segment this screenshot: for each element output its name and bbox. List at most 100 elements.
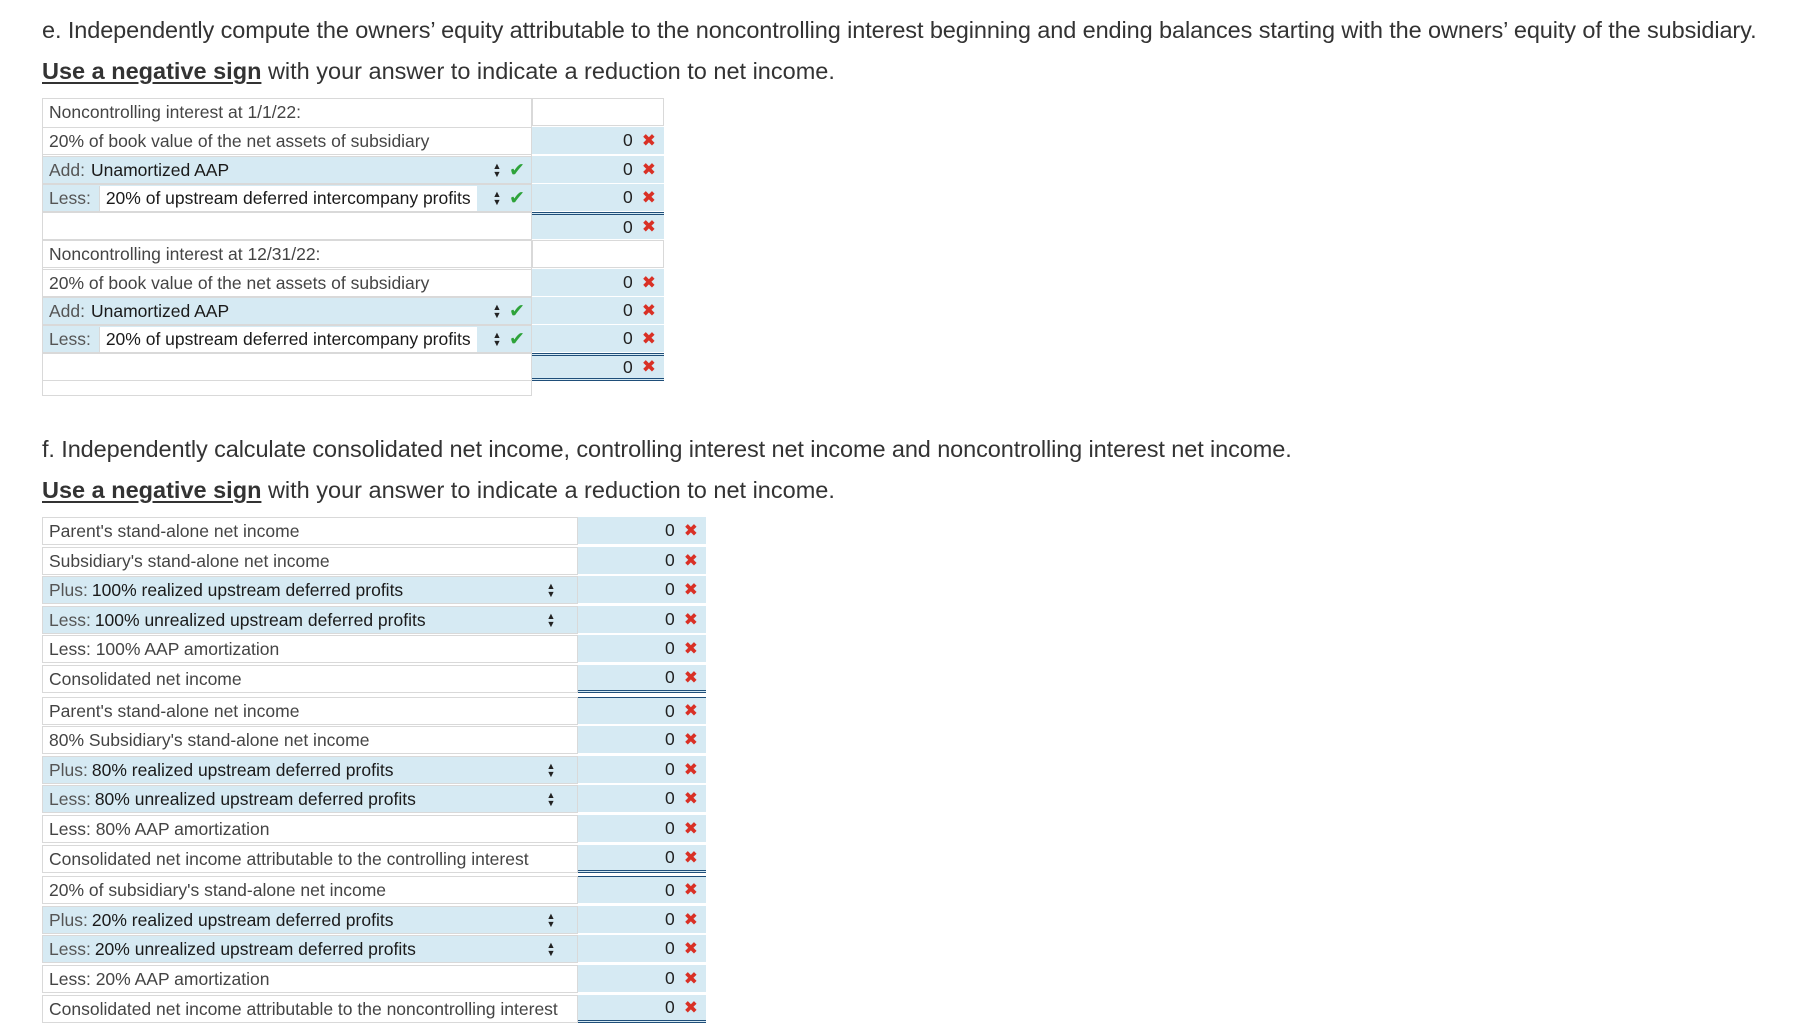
net-income-select-row[interactable]: Less: 20% unrealized upstream deferred pr…: [42, 935, 578, 963]
row-prefix: Plus:: [49, 579, 88, 600]
nci-1-1-22-aap-input[interactable]: 0 ✖: [532, 156, 664, 184]
value-text: 0: [665, 909, 675, 929]
check-icon: ✔: [509, 300, 525, 322]
x-icon: ✖: [683, 520, 698, 540]
net-income-value-input[interactable]: 0 ✖: [578, 756, 706, 784]
value-text: 0: [665, 638, 675, 658]
net-income-select-row[interactable]: Plus: 80% realized upstream deferred prof…: [42, 756, 578, 784]
net-income-value-input[interactable]: 0 ✖: [578, 606, 706, 634]
negative-sign-emphasis: Use a negative sign: [42, 477, 262, 503]
row-prefix: Less:: [49, 609, 91, 630]
updown-arrows-icon[interactable]: ▲ ▼: [546, 790, 556, 808]
check-icon: ✔: [509, 187, 525, 209]
nci-12-31-22-less-select[interactable]: Less: 20% of upstream deferred intercomp…: [42, 325, 532, 353]
net-income-value-input[interactable]: 0 ✖: [578, 935, 706, 963]
nci-1-1-22-less-select[interactable]: Less: 20% of upstream deferred intercomp…: [42, 184, 532, 212]
updown-arrows-icon[interactable]: ▲ ▼: [546, 581, 556, 599]
updown-arrows-icon[interactable]: ▲ ▼: [492, 161, 502, 179]
check-icon: ✔: [509, 159, 525, 181]
net-income-value-input[interactable]: 0 ✖: [578, 965, 706, 993]
x-icon: ✖: [683, 550, 698, 570]
updown-arrows-icon[interactable]: ▲ ▼: [546, 611, 556, 629]
select-value: 80% realized upstream deferred profits: [91, 759, 394, 780]
net-income-label: 20% of subsidiary's stand-alone net inco…: [42, 876, 578, 904]
net-income-value-input[interactable]: 0 ✖: [578, 697, 706, 725]
value-text: 0: [665, 700, 675, 721]
net-income-select-row[interactable]: Plus: 20% realized upstream deferred prof…: [42, 906, 578, 934]
x-icon: ✖: [683, 909, 698, 929]
updown-arrows-icon[interactable]: ▲ ▼: [546, 911, 556, 929]
net-income-label: Consolidated net income attributable to …: [42, 845, 578, 873]
net-income-value-input[interactable]: 0 ✖: [578, 576, 706, 604]
net-income-label: Subsidiary's stand-alone net income: [42, 547, 578, 575]
updown-arrows-icon[interactable]: ▲ ▼: [546, 940, 556, 958]
net-income-value-input[interactable]: 0 ✖: [578, 517, 706, 545]
select-value: 20% unrealized upstream deferred profits: [94, 938, 416, 959]
x-icon: ✖: [641, 187, 656, 207]
less-prefix: Less:: [49, 187, 91, 208]
nci-1-1-22-book-value-input[interactable]: 0 ✖: [532, 127, 664, 155]
nci-1-1-22-deferred-input[interactable]: 0 ✖: [532, 184, 664, 212]
net-income-label: Less: 100% AAP amortization: [42, 635, 578, 663]
section-e-instruction: Use a negative sign with your answer to …: [42, 58, 835, 85]
net-income-value-input[interactable]: 0 ✖: [578, 995, 706, 1023]
value-text: 0: [665, 997, 675, 1017]
x-icon: ✖: [641, 357, 656, 376]
x-icon: ✖: [641, 217, 656, 236]
nci-12-31-22-add-select[interactable]: Add: Unamortized AAP: [42, 297, 532, 325]
nci-12-31-22-aap-input[interactable]: 0 ✖: [532, 297, 664, 325]
section-f-heading: f. Independently calculate consolidated …: [42, 436, 1292, 462]
nci-12-31-22-deferred-input[interactable]: 0 ✖: [532, 325, 664, 353]
net-income-value-input[interactable]: 0 ✖: [578, 845, 706, 873]
select-value: 100% unrealized upstream deferred profit…: [94, 609, 426, 630]
net-income-value-input[interactable]: 0 ✖: [578, 876, 706, 904]
nci-12-31-22-header-value: [532, 240, 664, 268]
less-prefix: Less:: [49, 328, 91, 349]
value-text: 0: [665, 579, 675, 599]
updown-arrows-icon[interactable]: ▲ ▼: [492, 189, 502, 207]
net-income-value-input[interactable]: 0 ✖: [578, 815, 706, 843]
nci-12-31-22-book-value-input[interactable]: 0 ✖: [532, 269, 664, 297]
row-prefix: Less:: [49, 788, 91, 809]
value-text: 0: [665, 788, 675, 808]
net-income-label: Parent's stand-alone net income: [42, 517, 578, 545]
nci-12-31-22-total-input[interactable]: 0 ✖: [532, 353, 664, 381]
x-icon: ✖: [683, 968, 698, 988]
x-icon: ✖: [683, 880, 698, 899]
nci-1-1-22-header: Noncontrolling interest at 1/1/22:: [42, 98, 532, 126]
net-income-select-row[interactable]: Less: 100% unrealized upstream deferred p…: [42, 606, 578, 634]
net-income-select-row[interactable]: Plus: 100% realized upstream deferred pro…: [42, 576, 578, 604]
select-value: 80% unrealized upstream deferred profits: [94, 788, 416, 809]
add-prefix: Add:: [49, 300, 85, 321]
net-income-value-input[interactable]: 0 ✖: [578, 635, 706, 663]
net-income-select-row[interactable]: Less: 80% unrealized upstream deferred pr…: [42, 785, 578, 813]
updown-arrows-icon[interactable]: ▲ ▼: [492, 330, 502, 348]
value-text: 0: [665, 729, 675, 749]
x-icon: ✖: [641, 300, 656, 320]
net-income-value-input[interactable]: 0 ✖: [578, 906, 706, 934]
net-income-value-input[interactable]: 0 ✖: [578, 785, 706, 813]
x-icon: ✖: [683, 701, 698, 720]
select-value: Unamortized AAP: [91, 159, 230, 180]
x-icon: ✖: [683, 847, 698, 867]
net-income-value-input[interactable]: 0 ✖: [578, 726, 706, 754]
nci-1-1-22-header-value: [532, 98, 664, 126]
updown-arrows-icon[interactable]: ▲ ▼: [492, 302, 502, 320]
value-text: 0: [665, 759, 675, 779]
nci-12-31-22-header: Noncontrolling interest at 12/31/22:: [42, 240, 532, 268]
net-income-label: Parent's stand-alone net income: [42, 697, 578, 725]
value-text: 0: [665, 847, 675, 867]
net-income-value-input[interactable]: 0 ✖: [578, 665, 706, 693]
select-value: 20% realized upstream deferred profits: [91, 909, 394, 930]
updown-arrows-icon[interactable]: ▲ ▼: [546, 761, 556, 779]
nci-1-1-22-total-input[interactable]: 0 ✖: [532, 212, 664, 240]
value-text: 0: [665, 818, 675, 838]
row-prefix: Plus:: [49, 759, 88, 780]
x-icon: ✖: [683, 638, 698, 658]
x-icon: ✖: [683, 759, 698, 779]
x-icon: ✖: [683, 788, 698, 808]
nci-1-1-22-add-select[interactable]: Add: Unamortized AAP: [42, 156, 532, 184]
net-income-label: Less: 20% AAP amortization: [42, 965, 578, 993]
net-income-value-input[interactable]: 0 ✖: [578, 547, 706, 575]
x-icon: ✖: [641, 130, 656, 150]
